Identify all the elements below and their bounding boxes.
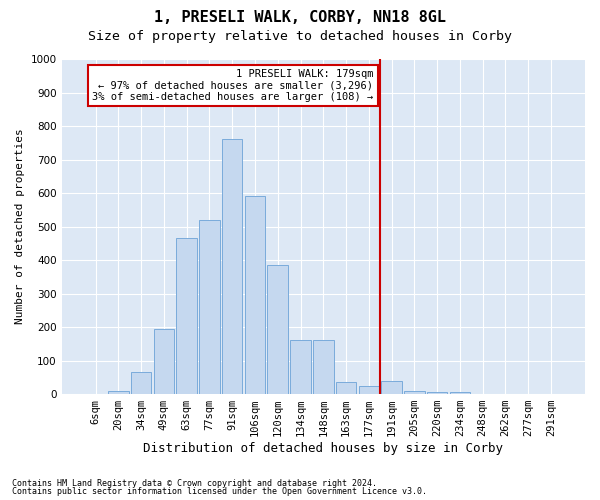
Bar: [199, 220, 220, 394]
Bar: [290, 340, 311, 394]
Bar: [404, 390, 425, 394]
Bar: [427, 392, 448, 394]
Bar: [131, 372, 151, 394]
Text: Contains public sector information licensed under the Open Government Licence v3: Contains public sector information licen…: [12, 487, 427, 496]
Bar: [313, 340, 334, 394]
Y-axis label: Number of detached properties: Number of detached properties: [15, 128, 25, 324]
Bar: [336, 382, 356, 394]
Bar: [268, 265, 288, 394]
Text: Size of property relative to detached houses in Corby: Size of property relative to detached ho…: [88, 30, 512, 43]
Text: 1 PRESELI WALK: 179sqm
← 97% of detached houses are smaller (3,296)
3% of semi-d: 1 PRESELI WALK: 179sqm ← 97% of detached…: [92, 69, 373, 102]
Bar: [245, 196, 265, 394]
Bar: [449, 392, 470, 394]
Bar: [222, 140, 242, 394]
Bar: [176, 238, 197, 394]
Text: Contains HM Land Registry data © Crown copyright and database right 2024.: Contains HM Land Registry data © Crown c…: [12, 478, 377, 488]
Bar: [359, 386, 379, 394]
Text: 1, PRESELI WALK, CORBY, NN18 8GL: 1, PRESELI WALK, CORBY, NN18 8GL: [154, 10, 446, 25]
Bar: [108, 390, 128, 394]
X-axis label: Distribution of detached houses by size in Corby: Distribution of detached houses by size …: [143, 442, 503, 455]
Bar: [382, 380, 402, 394]
Bar: [154, 328, 174, 394]
